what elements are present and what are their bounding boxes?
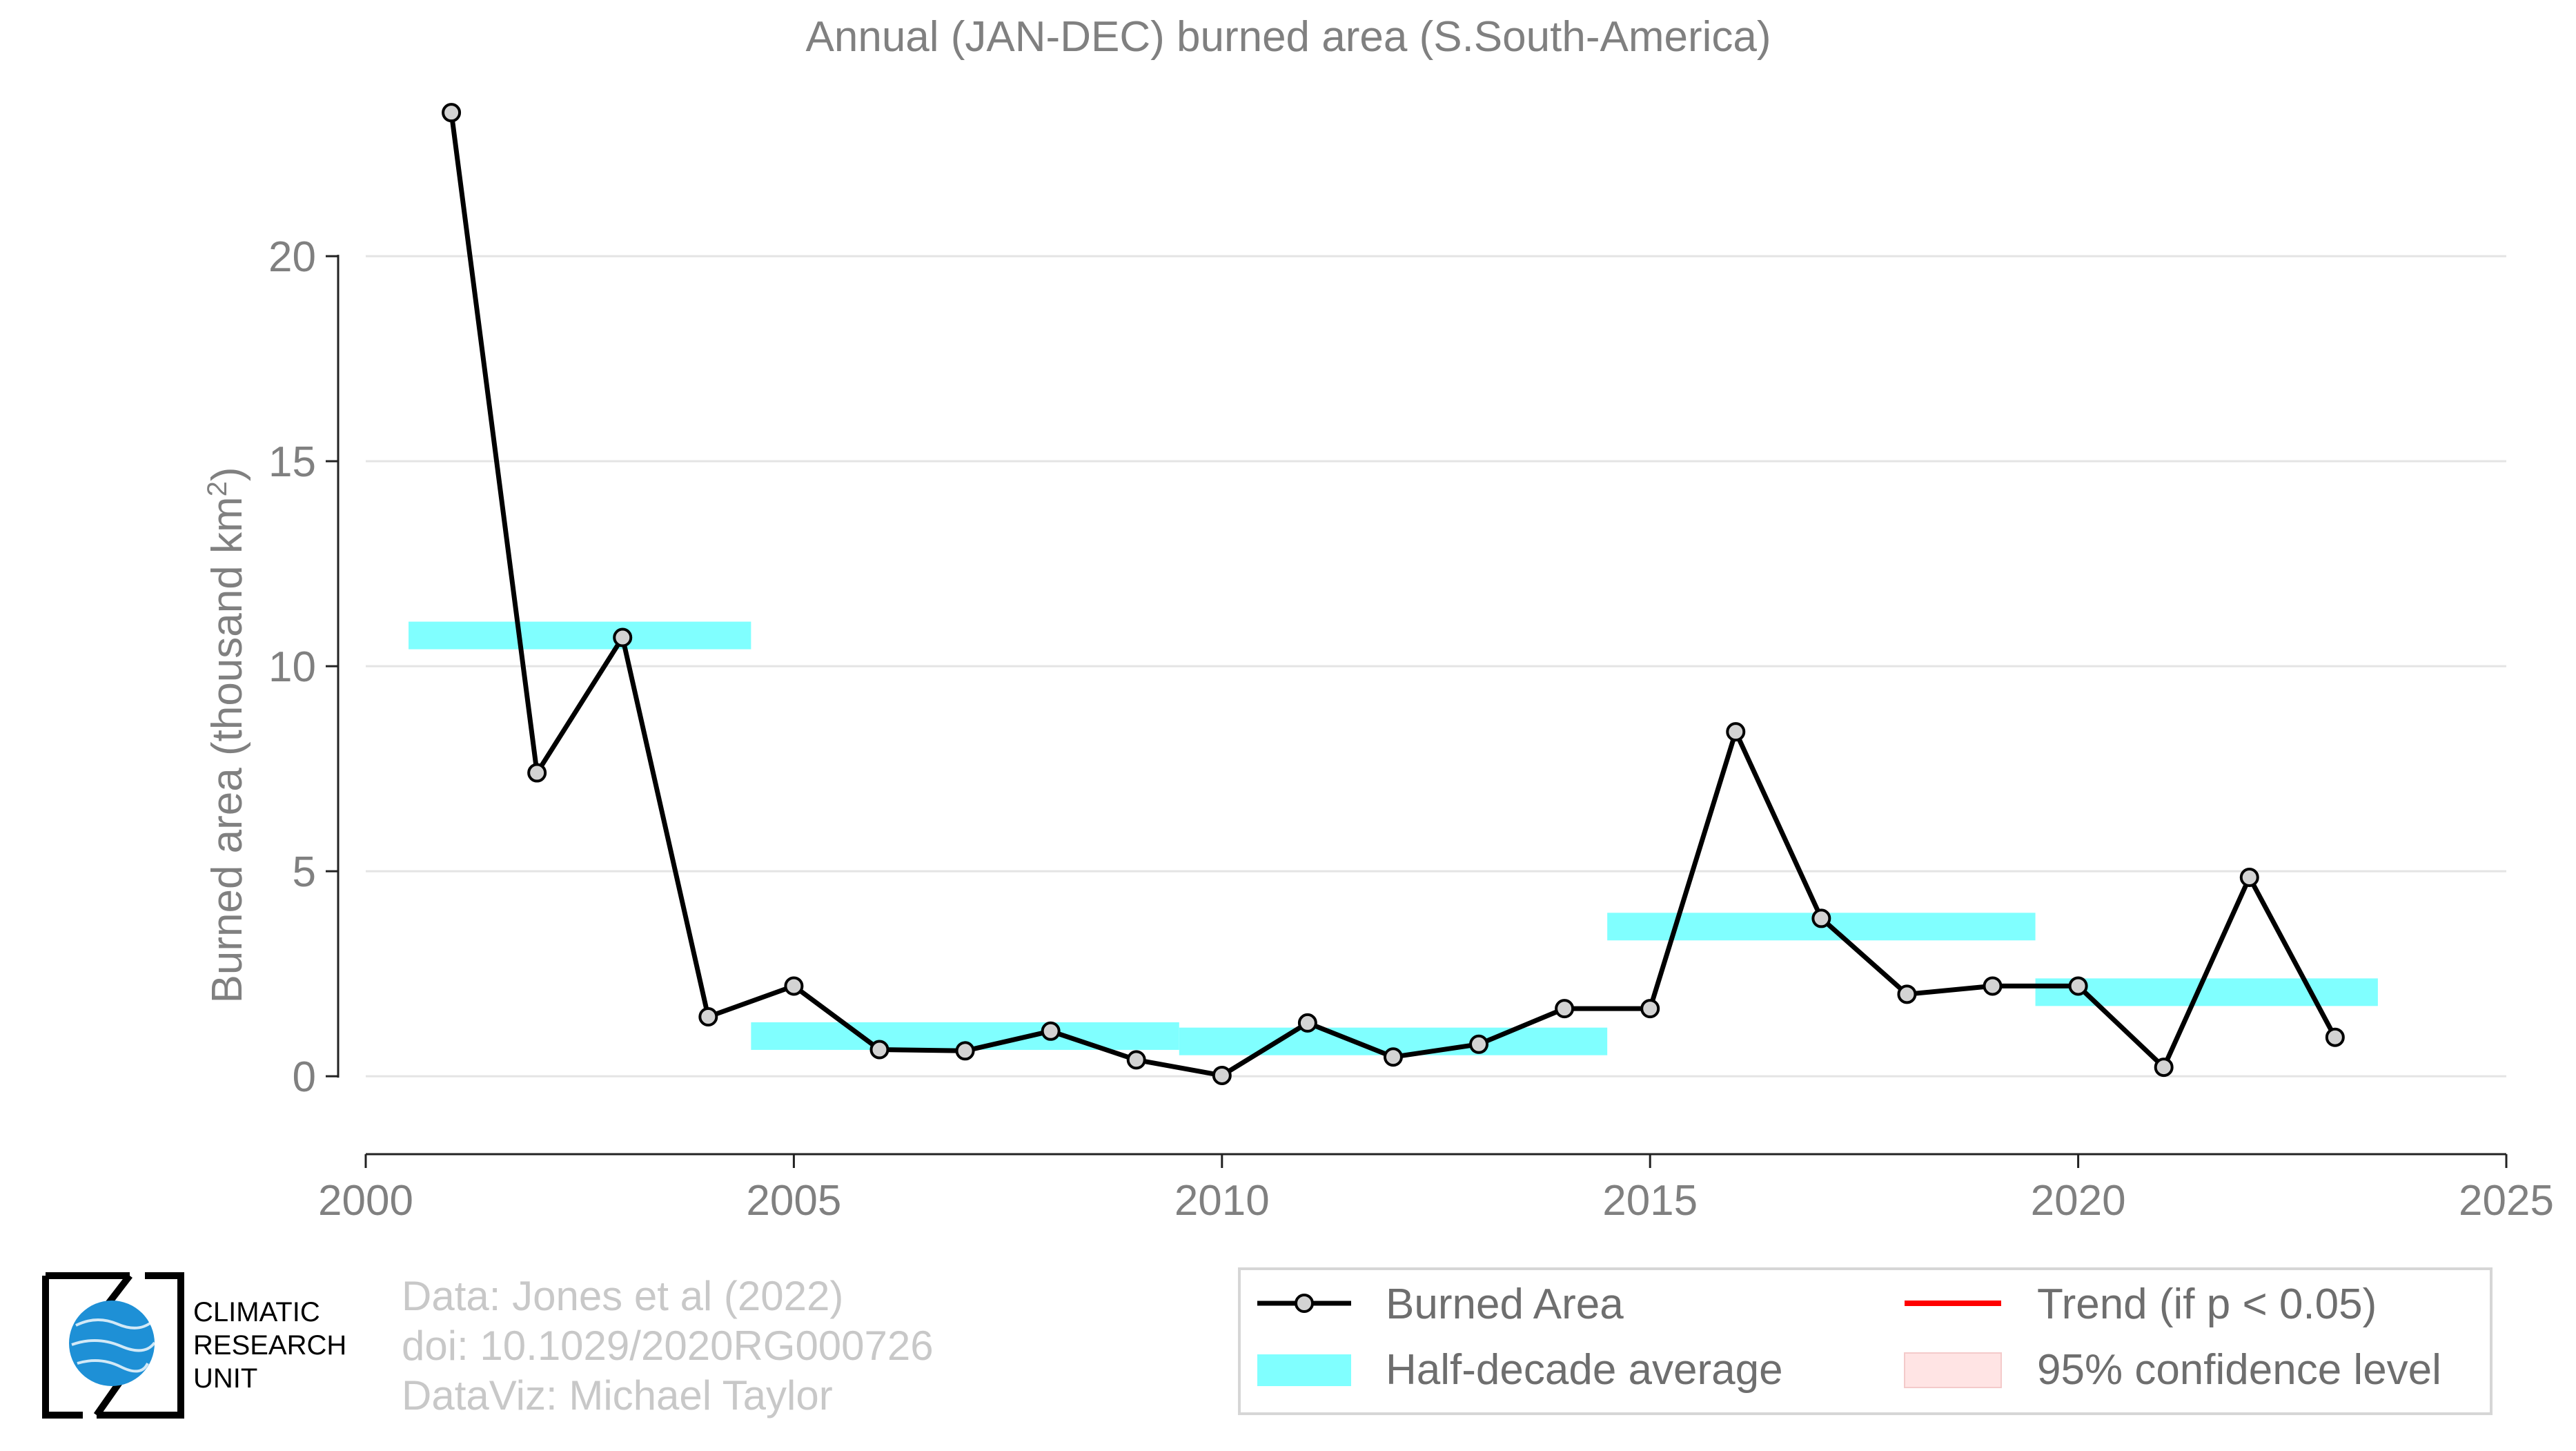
burned-area-point: [1983, 976, 2003, 996]
y-tick-label: 15: [268, 438, 316, 486]
burned-area-point: [784, 976, 804, 996]
legend-halfdecade-label: Half-decade average: [1386, 1346, 1783, 1394]
x-tick-label: 2025: [2459, 1177, 2554, 1225]
burned-area-point: [1555, 999, 1575, 1019]
y-tick-label: 10: [268, 643, 316, 691]
logo-line-1: CLIMATIC: [193, 1297, 320, 1327]
y-tick-label: 5: [293, 848, 316, 896]
burned-area-point: [1297, 1013, 1317, 1033]
logo-line-2: RESEARCH: [193, 1330, 346, 1361]
half-decade-bar: [409, 621, 751, 650]
logo-frame: [42, 1272, 184, 1419]
burned-area-point: [613, 627, 633, 647]
burned-area-point: [1469, 1034, 1489, 1054]
x-tick-label: 2020: [2031, 1177, 2126, 1225]
axes: 0 5 10 15 20 2000 2005 2010 2015 2020 2025: [268, 233, 2554, 1225]
burned-area-point: [698, 1007, 718, 1026]
burned-area-point: [527, 763, 547, 783]
burned-area-point: [1126, 1050, 1146, 1070]
legend-burned-marker: [1295, 1294, 1314, 1313]
x-tick-label: 2010: [1174, 1177, 1270, 1225]
burned-area-point: [442, 103, 462, 123]
burned-area-point: [2154, 1058, 2174, 1078]
legend-trend-label: Trend (if p < 0.05): [2037, 1280, 2377, 1328]
logo-line-3: UNIT: [193, 1363, 257, 1394]
burned-area-point: [869, 1040, 889, 1060]
y-axis-label-superscript: 2: [202, 481, 233, 496]
credit-line-1: Data: Jones et al (2022): [402, 1273, 843, 1319]
burned-area-series: [442, 103, 2345, 1085]
globe-waves-icon: [71, 1318, 156, 1373]
burned-area-point: [2325, 1027, 2345, 1047]
burned-area-point: [1212, 1065, 1232, 1085]
credit-line-2: doi: 10.1029/2020RG000726: [402, 1323, 934, 1369]
burned-area-point: [1726, 722, 1746, 742]
legend-confidence-swatch: [1904, 1352, 2002, 1388]
x-tick-label: 2005: [746, 1177, 841, 1225]
burned-area-point: [1811, 908, 1831, 928]
cru-logo: CLIMATIC RESEARCH UNIT: [42, 1272, 346, 1419]
legend-burned-label: Burned Area: [1386, 1280, 1624, 1328]
burned-area-point: [955, 1041, 975, 1061]
legend: Burned Area Trend (if p < 0.05) Half-dec…: [1238, 1267, 2493, 1415]
legend-box: [1238, 1267, 2493, 1415]
burned-area-point: [2239, 868, 2259, 888]
burned-area-point: [1041, 1021, 1061, 1041]
burned-area-point: [1897, 984, 1917, 1004]
credit-line-3: DataViz: Michael Taylor: [402, 1372, 833, 1419]
y-tick-label: 20: [268, 233, 316, 281]
burned-area-point: [1640, 999, 1660, 1019]
x-tick-label: 2000: [318, 1177, 413, 1225]
y-axis-label: Burned area (thousand km2): [202, 467, 251, 1003]
legend-confidence-label: 95% confidence level: [2037, 1346, 2441, 1394]
chart-title: Annual (JAN-DEC) burned area (S.South-Am…: [806, 13, 1771, 61]
x-tick-label: 2015: [1602, 1177, 1698, 1225]
grid-lines: [366, 255, 2506, 1078]
y-tick-label: 0: [293, 1053, 316, 1101]
burned-area-point: [1383, 1047, 1403, 1067]
legend-halfdecade-swatch: [1257, 1354, 1351, 1386]
burned-area-point: [2068, 976, 2088, 996]
y-axis-label-end: ): [204, 467, 251, 481]
y-axis-label-main: Burned area (thousand km: [204, 496, 251, 1003]
